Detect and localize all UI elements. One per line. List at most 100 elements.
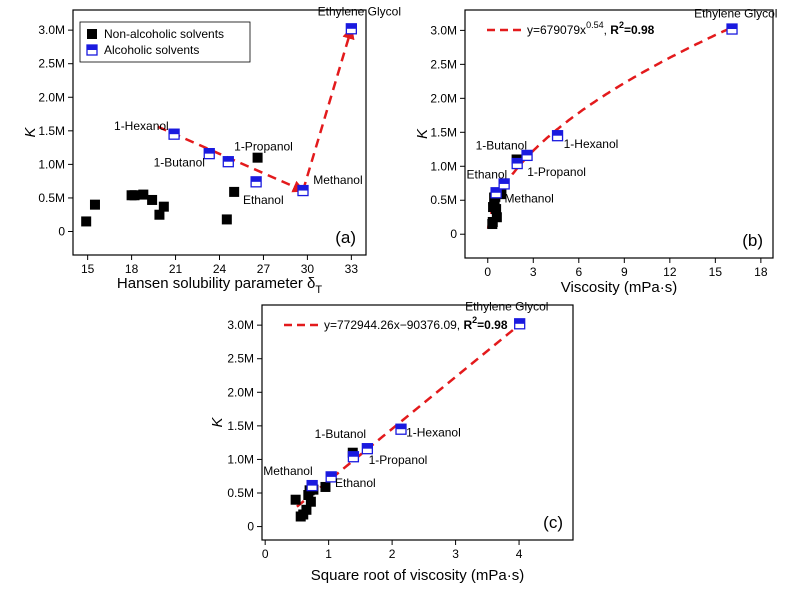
fit-r2-sup: 2 [619,20,624,30]
x-tick-label: 4 [516,547,523,561]
data-point [347,451,360,463]
data-point [325,471,337,483]
marker-fill-top [395,424,406,430]
fit-r2-value: =0.98 [624,23,655,37]
y-tick-label: 3.0M [430,23,457,37]
y-tick-label: 2.5M [430,57,457,71]
x-tick-label: 9 [621,265,628,279]
marker-fill-top [87,45,97,50]
x-axis-label-text: Square root of viscosity (mPa·s) [311,567,524,584]
series-non-alcoholic [81,152,263,227]
legend-label: Alcoholic solvents [104,43,199,57]
x-axis-label: Viscosity (mPa·s) [561,279,677,296]
y-tick-label: 3.0M [38,23,65,37]
legend: Non-alcoholic solvents Alcoholic solvents [79,21,251,63]
marker-fill-top [512,158,523,164]
x-axis-label: Square root of viscosity (mPa·s) [311,567,524,584]
marker-fill-top [514,318,525,324]
fit-equation: y=679079x0.54, R2=0.98 [527,20,655,37]
point-annotation: Ethylene Glycol [318,4,401,18]
point-annotation: Ethanol [335,476,376,490]
panel-label: (b) [742,231,763,250]
marker-fill-top [522,150,533,156]
fit-equation: y=772944.26x−90376.09, R2=0.98 [324,315,508,332]
x-tick-label: 15 [81,262,95,276]
y-tick-label: 1.5M [38,124,65,138]
data-point [490,187,502,199]
series-alcoholic [306,318,526,492]
marker-fill-top [307,480,318,486]
point-annotation: 1-Hexanol [114,119,169,133]
data-point [89,199,100,210]
point-annotation: 1-Butanol [476,138,527,152]
panel-label: (a) [335,228,356,247]
y-tick-label: 2.0M [227,385,254,399]
legend-label: Non-alcoholic solvents [104,27,224,41]
legend-marker [86,44,98,56]
marker-fill-top [552,130,563,136]
data-point [320,481,331,492]
y-tick-label: 2.0M [38,90,65,104]
data-point [521,149,533,162]
data-point [154,209,165,220]
x-tick-label: 30 [301,262,315,276]
data-point [491,204,502,215]
marker-fill-top [298,185,309,191]
data-point [551,130,564,142]
data-point [345,23,358,35]
x-tick-label: 0 [484,265,491,279]
y-tick-label: 0 [58,225,65,239]
point-annotation: Ethanol [467,168,508,182]
fit-r2-label: R [463,318,472,332]
data-point [168,128,180,140]
marker-fill-top [326,471,337,477]
data-point [305,496,316,507]
data-point [138,189,149,200]
legend-box [79,21,251,63]
fit-exponent: 0.54 [586,20,604,30]
data-point [203,147,215,160]
x-axis-label-subscript: T [315,284,322,296]
point-annotation: Methanol [313,173,362,187]
y-tick-label: 0.5M [38,191,65,205]
data-point [511,157,523,170]
point-annotation: Methanol [263,464,312,478]
data-point [252,152,263,163]
data-point [395,423,407,435]
y-tick-label: 1.0M [430,159,457,173]
data-point [129,190,140,201]
data-point [81,216,92,227]
point-annotation: Ethylene Glycol [694,6,777,20]
series-alcoholic [490,23,738,199]
data-point [250,176,262,188]
marker-fill-top [223,156,234,162]
data-point [290,494,301,505]
fit-equation-text: y=679079x [527,23,586,37]
chart-panel-c: 0 1 2 3 4 0 0.5M 1.0M 1.5M 2.0M 2.5M 3.0M Square roo… [209,299,574,584]
marker-fill-top [346,23,357,29]
data-point [498,178,510,190]
marker-fill-top [499,178,510,184]
data-point [297,184,309,197]
trend-arrow [301,26,355,191]
y-tick-label: 1.0M [38,157,65,171]
data-point [158,201,169,212]
point-annotation: 1-Hexanol [406,426,461,440]
data-point [726,23,738,35]
x-tick-label: 3 [452,547,459,561]
plot-frame [464,9,774,259]
point-annotation: 1-Propanol [527,165,586,179]
y-tick-label: 1.0M [227,452,254,466]
x-tick-label: 15 [709,265,723,279]
x-tick-label: 21 [169,262,183,276]
fit-r2-sup: 2 [472,315,477,325]
data-point [221,214,232,225]
point-annotation: 1-Hexanol [564,137,619,151]
point-annotation: Ethanol [243,193,284,207]
x-axis-label: Hansen solubility parameter δT [117,275,322,296]
y-tick-label: 0.5M [430,193,457,207]
x-tick-label: 33 [345,262,359,276]
fit-separator: , [604,23,611,37]
x-tick-label: 12 [663,265,677,279]
